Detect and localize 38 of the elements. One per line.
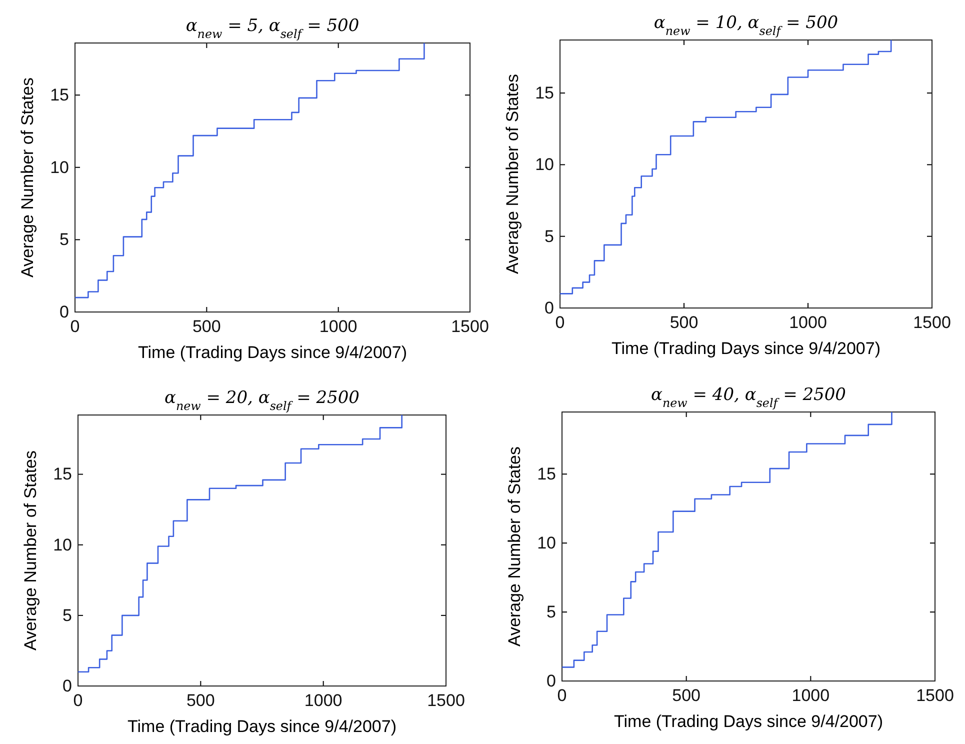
y-axis-title: Average Number of States (505, 446, 524, 647)
chart-title: α$_{new}$ = 5, α$_{self}$ = 500 (186, 16, 360, 41)
y-tick-label: 5 (60, 230, 69, 250)
x-tick-label: 500 (186, 691, 215, 710)
x-tick-label: 1500 (451, 317, 489, 336)
x-tick-label: 1000 (792, 686, 830, 706)
chart-title: α$_{new}$ = 40, α$_{self}$ = 2500 (650, 385, 846, 410)
y-tick-label: 5 (62, 606, 72, 625)
x-axis-title: Time (Trading Days since 9/4/2007) (612, 339, 880, 358)
y-tick-label: 10 (537, 533, 556, 552)
y-tick-label: 15 (50, 86, 69, 105)
y-tick-label: 15 (53, 464, 72, 484)
x-tick-label: 500 (192, 317, 221, 336)
chart-title: α$_{new}$ = 10, α$_{self}$ = 500 (654, 13, 838, 38)
x-tick-label: 1500 (427, 691, 465, 710)
y-tick-label: 10 (535, 155, 554, 174)
x-tick-label: 1500 (913, 313, 951, 332)
y-tick-label: 0 (546, 671, 556, 690)
x-axis-title: Time (Trading Days since 9/4/2007) (128, 717, 396, 736)
y-tick-label: 15 (537, 464, 556, 484)
x-axis-title: Time (Trading Days since 9/4/2007) (614, 712, 883, 731)
y-tick-label: 10 (50, 158, 69, 177)
y-tick-label: 10 (53, 535, 72, 554)
x-tick-label: 500 (672, 686, 701, 706)
x-tick-label: 1000 (304, 691, 342, 710)
y-tick-label: 0 (544, 298, 554, 318)
x-tick-label: 1000 (319, 317, 358, 336)
x-axis-title: Time (Trading Days since 9/4/2007) (138, 343, 407, 362)
y-tick-label: 5 (544, 226, 554, 246)
chart-title: α$_{new}$ = 20, α$_{self}$ = 2500 (164, 388, 360, 413)
y-axis-title: Average Number of States (18, 77, 37, 278)
x-tick-label: 1000 (789, 313, 827, 332)
x-tick-label: 1500 (916, 686, 954, 706)
y-tick-label: 15 (535, 83, 554, 102)
y-tick-label: 5 (546, 602, 556, 622)
y-axis-title: Average Number of States (21, 450, 40, 651)
x-tick-label: 500 (670, 313, 698, 332)
y-axis-title: Average Number of States (503, 74, 522, 274)
